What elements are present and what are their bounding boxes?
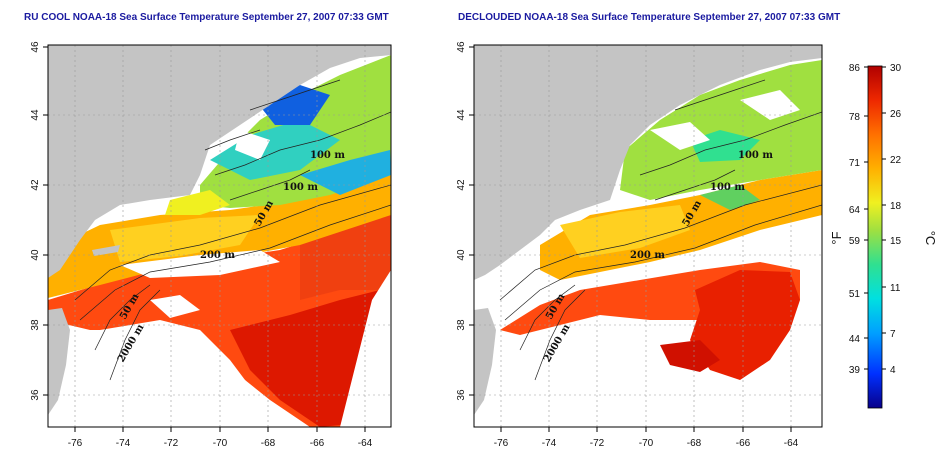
celsius-tick: 26: [890, 109, 902, 120]
map-title-declouded: DECLOUDED NOAA-18 Sea Surface Temperatur…: [458, 12, 841, 23]
fahrenheit-tick: 78: [849, 112, 861, 123]
lon-tick: -68: [687, 438, 702, 449]
fahrenheit-tick: 71: [849, 158, 861, 169]
lon-tick: -66: [310, 438, 325, 449]
lon-tick: -72: [590, 438, 605, 449]
lat-tick: 36: [456, 389, 467, 401]
fahrenheit-unit-label: °F: [829, 231, 844, 244]
lat-tick: 36: [30, 389, 41, 401]
fahrenheit-tick: 64: [849, 205, 861, 216]
contour-label: 200 m: [200, 250, 235, 261]
lat-tick: 46: [30, 41, 41, 53]
land-mass: [48, 45, 391, 278]
bathymetry-contours: [499, 79, 822, 381]
map-title-raw: RU COOL NOAA-18 Sea Surface Temperature …: [24, 12, 389, 23]
celsius-tick: 7: [890, 329, 896, 340]
fahrenheit-tick: 39: [849, 365, 861, 376]
map-panel-raw: 100 m 100 m 50 m 200 m 50 m 2000 m: [48, 45, 391, 427]
lon-tick: -70: [639, 438, 654, 449]
axis-ticks-right: [469, 46, 792, 432]
colorbar-ticks: [864, 66, 886, 370]
lat-tick: 38: [30, 319, 41, 331]
land-mass: [474, 45, 822, 280]
lon-tick: -76: [68, 438, 83, 449]
celsius-unit-label: °C: [923, 231, 938, 246]
lon-tick: -76: [494, 438, 509, 449]
lon-tick: -74: [542, 438, 557, 449]
lat-tick: 42: [30, 179, 41, 191]
lon-tick: -64: [784, 438, 799, 449]
celsius-tick: 18: [890, 201, 902, 212]
contour-label: 100 m: [310, 150, 345, 161]
lat-tick: 40: [456, 249, 467, 261]
lat-tick: 42: [456, 179, 467, 191]
lat-tick: 40: [30, 249, 41, 261]
lat-tick: 44: [30, 109, 41, 121]
celsius-tick: 30: [890, 63, 902, 74]
celsius-tick: 15: [890, 236, 902, 247]
lon-tick: -66: [736, 438, 751, 449]
contour-label: 200 m: [630, 250, 665, 261]
contour-label: 100 m: [283, 182, 318, 193]
bathymetry-contours: [74, 79, 391, 381]
fahrenheit-tick: 44: [849, 334, 861, 345]
celsius-tick: 11: [890, 283, 901, 294]
map-panel-declouded: 100 m 100 m 50 m 200 m 50 m 2000 m: [474, 45, 822, 427]
lon-tick: -74: [116, 438, 131, 449]
map-frame: [473, 44, 823, 428]
axis-ticks-left: [43, 46, 366, 432]
colorbar: [867, 65, 883, 409]
contour-label: 100 m: [738, 150, 773, 161]
lat-tick: 44: [456, 109, 467, 121]
lat-tick: 38: [456, 319, 467, 331]
lon-tick: -70: [213, 438, 228, 449]
celsius-tick: 4: [890, 365, 896, 376]
fahrenheit-tick: 51: [849, 289, 861, 300]
contour-label: 100 m: [710, 182, 745, 193]
lon-tick: -64: [358, 438, 373, 449]
lat-tick: 46: [456, 41, 467, 53]
fahrenheit-tick: 59: [849, 236, 861, 247]
lon-tick: -68: [261, 438, 276, 449]
celsius-tick: 22: [890, 155, 902, 166]
fahrenheit-tick: 86: [849, 63, 861, 74]
lon-tick: -72: [164, 438, 179, 449]
